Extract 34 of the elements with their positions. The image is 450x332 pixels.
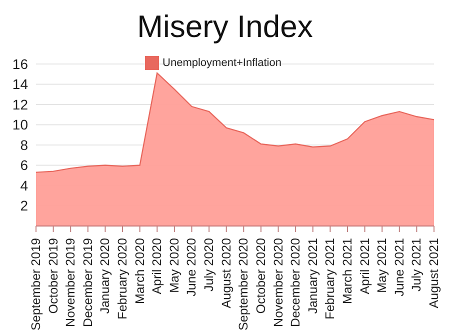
x-tick-label: April 2020	[150, 238, 164, 294]
x-tick-label: March 2021	[340, 238, 354, 304]
x-tick-label: March 2020	[132, 238, 147, 304]
x-tick-label: October 2020	[254, 238, 268, 314]
x-tick-label: December 2020	[288, 238, 303, 327]
y-tick-label: 14	[12, 76, 28, 92]
y-tick-label: 16	[12, 56, 28, 72]
y-tick-label: 4	[20, 177, 28, 194]
x-tick-label: May 2020	[167, 238, 182, 293]
y-tick-label: 8	[20, 136, 28, 153]
y-tick-label: 12	[12, 96, 28, 112]
x-tick-label: November 2020	[271, 238, 286, 327]
x-tick-label: May 2021	[375, 238, 390, 293]
x-tick-label: January 2021	[306, 238, 320, 314]
x-tick-label: June 2020	[184, 238, 199, 296]
x-tick-label: September 2020	[236, 238, 251, 330]
x-tick-label: December 2019	[80, 238, 95, 327]
chart-title: Misery Index	[136, 8, 314, 46]
x-tick-label: January 2020	[98, 238, 112, 314]
x-tick-label: August 2021	[427, 238, 441, 308]
x-tick-label: February 2020	[116, 238, 130, 320]
x-tick-label: September 2019	[29, 238, 43, 330]
x-tick-label: November 2019	[64, 238, 78, 327]
y-tick-label: 10	[12, 116, 28, 133]
y-tick-label: 2	[20, 198, 28, 214]
x-tick-label: April 2021	[358, 238, 372, 294]
legend-label: Unemployment+Inflation	[162, 56, 282, 69]
x-tick-label: July 2021	[410, 238, 424, 292]
x-tick-label: July 2020	[202, 238, 216, 292]
y-tick-label: 6	[20, 157, 28, 174]
x-tick-label: February 2021	[323, 238, 338, 320]
x-tick-label: June 2021	[392, 238, 406, 296]
x-tick-label: October 2019	[46, 238, 60, 314]
x-tick-label: August 2020	[219, 238, 234, 308]
